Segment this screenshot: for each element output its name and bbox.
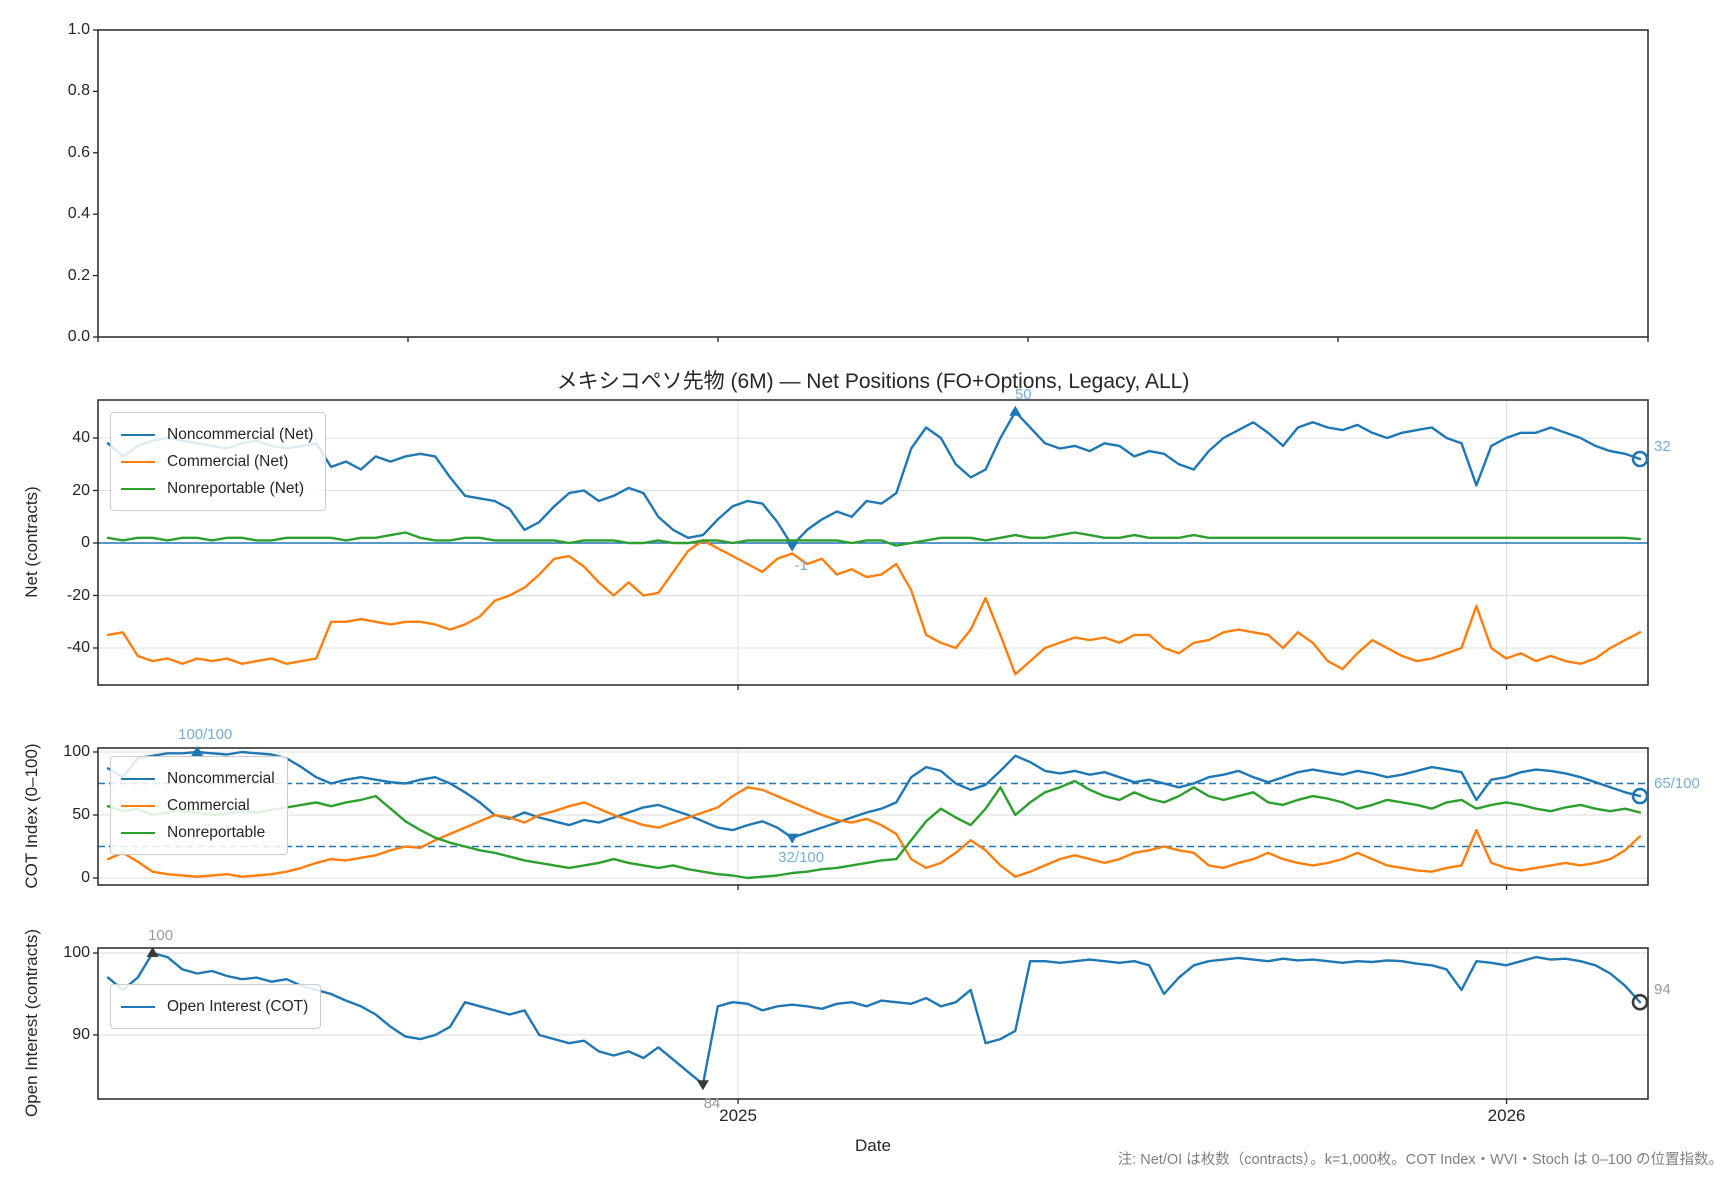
legend-label: Commercial (Net)	[167, 452, 289, 470]
annotation-text: 84	[703, 1095, 721, 1113]
annotation-marker	[696, 1080, 709, 1091]
annotation-marker	[191, 746, 204, 756]
chart-title: メキシコペソ先物 (6M) — Net Positions (FO+Option…	[556, 370, 1190, 393]
axes-border	[97, 29, 1649, 338]
legend-line-sample	[121, 1005, 155, 1008]
series-nonreportable	[106, 531, 1642, 547]
annotation-text: 100	[148, 927, 174, 944]
legend-line-sample	[121, 433, 155, 436]
ytick-label: -40	[66, 639, 90, 656]
legend-open-interest: Open Interest (COT)	[110, 984, 322, 1029]
annotation-marker	[1631, 450, 1649, 468]
ytick-label: 90	[72, 1026, 90, 1043]
date-axis-label: Date	[855, 1136, 891, 1155]
annotation-text: 94	[1654, 981, 1671, 999]
legend-label: Noncommercial (Net)	[167, 425, 314, 443]
ytick-label: 20	[72, 481, 90, 499]
axes-border	[97, 947, 1649, 1100]
legend-net-positions: Noncommercial (Net) Commercial (Net) Nonre…	[110, 412, 327, 511]
series-nonreportable	[106, 779, 1642, 880]
ytick-label: 0.2	[67, 266, 90, 284]
annotation-text: 65/100	[1654, 775, 1700, 793]
legend-label: Commercial	[167, 796, 250, 814]
oi-axis-label: Open Interest (contracts)	[22, 928, 41, 1118]
annotation-text: 32/100	[778, 848, 825, 866]
legend-label: Open Interest (COT)	[167, 997, 309, 1015]
legend-label: Noncommercial	[167, 769, 275, 787]
legend-entry: Open Interest (COT)	[121, 993, 308, 1020]
annotation-marker	[146, 947, 159, 957]
legend-entry: Nonreportable	[121, 819, 275, 846]
ytick-label: 0	[81, 869, 90, 886]
ytick-label: 0.6	[67, 143, 90, 161]
annotation-text: -1	[794, 556, 808, 574]
legend-line-sample	[121, 804, 155, 807]
legend-line-sample	[121, 487, 155, 490]
ytick-label: 50	[72, 806, 90, 823]
legend-line-sample	[121, 831, 155, 834]
xtick-label: 2026	[1487, 1106, 1526, 1125]
axes-border	[97, 399, 1649, 686]
legend-line-sample	[121, 460, 155, 463]
series-commercial	[106, 786, 1642, 878]
axes-border	[97, 747, 1649, 886]
annotation-text: 100/100	[178, 726, 233, 743]
legend-entry: Commercial	[121, 792, 275, 819]
annotation-marker	[1009, 405, 1022, 416]
ytick-label: 0	[81, 534, 90, 551]
series-noncommercial	[106, 750, 1642, 839]
ytick-label: 40	[72, 429, 90, 446]
legend-label: Nonreportable	[167, 823, 266, 841]
annotation-text: 32	[1654, 438, 1671, 455]
annotation-marker	[786, 833, 799, 844]
annotation-marker	[786, 541, 799, 552]
series-open_interest	[106, 951, 1642, 1086]
legend-label: Nonreportable (Net)	[167, 479, 304, 497]
footnote: 注: Net/OI は枚数（contracts）。k=1,000枚。COT In…	[1117, 1152, 1723, 1168]
ytick-label: 0.4	[67, 205, 90, 223]
legend-entry: Commercial (Net)	[121, 448, 313, 475]
ytick-label: 1.0	[67, 21, 90, 38]
xtick-label: 2025	[719, 1106, 757, 1125]
ytick-label: -20	[66, 586, 90, 604]
legend-line-sample	[121, 777, 155, 780]
series-commercial	[106, 539, 1642, 676]
legend-entry: Nonreportable (Net)	[121, 475, 313, 502]
legend-cot-index: Noncommercial Commercial Nonreportable	[110, 756, 288, 855]
ytick-label: 100	[63, 944, 90, 961]
ytick-label: 100	[63, 743, 90, 760]
annotation-text: 50	[1014, 385, 1032, 403]
annotation-marker	[1631, 993, 1649, 1011]
legend-entry: Noncommercial (Net)	[121, 421, 313, 448]
legend-entry: Noncommercial	[121, 765, 275, 792]
series-noncommercial	[106, 410, 1642, 547]
annotation-marker	[1631, 787, 1649, 805]
ytick-label: 0.8	[67, 82, 90, 100]
ytick-label: 0.0	[67, 328, 90, 345]
